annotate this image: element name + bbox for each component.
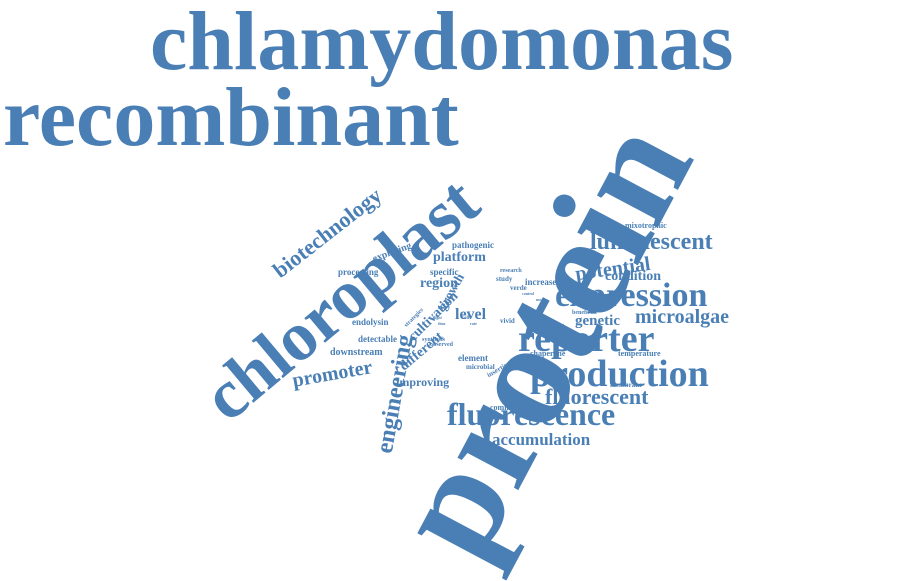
word-increase: increase <box>525 277 557 287</box>
word-chlamydomonas: chlamydomonas <box>150 0 734 88</box>
word-microbial: microbial <box>466 363 495 371</box>
word-mode: mode <box>536 297 546 302</box>
word-synthesis: synthesis <box>422 337 446 343</box>
word-level: level <box>455 306 487 323</box>
word-mixotrophic: mixotrophic <box>625 221 667 230</box>
word-element: element <box>458 353 488 363</box>
word-improving: improving <box>396 375 450 389</box>
word-detectable: detectable <box>358 334 397 344</box>
word-production: production <box>530 353 709 395</box>
word-fluorescence: fluorescence <box>447 396 616 432</box>
word-condition: condition <box>605 269 662 284</box>
word-pathogenic: pathogenic <box>452 240 495 250</box>
word-downstream: downstream <box>330 347 383 358</box>
word-genetic: genetic <box>575 313 620 329</box>
word-specific: specific <box>430 267 459 277</box>
word-control: control <box>522 291 535 296</box>
word-reporter: reporter <box>518 318 655 360</box>
word-light: light <box>434 315 442 320</box>
word-vivid: vivid <box>500 317 515 325</box>
word-chaperone: chaperone <box>530 349 566 358</box>
word-temperature: temperature <box>618 349 661 358</box>
word-endolysin: endolysin <box>352 317 389 327</box>
word-verde: verde <box>510 284 527 292</box>
word-membrane: membrane <box>610 381 643 389</box>
word-recombinant: recombinant <box>3 71 459 164</box>
word-accumulation: accumulation <box>492 430 591 449</box>
word-expression: expression <box>555 277 708 314</box>
word-processing: processing <box>338 267 379 277</box>
word-thus: thus <box>438 321 446 326</box>
word-cell: cell <box>462 316 470 321</box>
word-microalgae: microalgae <box>635 306 730 328</box>
word-rate: rate <box>470 321 477 326</box>
word-platform: platform <box>433 250 486 265</box>
word-study: study <box>496 275 513 283</box>
word-luminescent: luminescent <box>590 229 713 255</box>
word-commercial: commercial <box>490 403 530 412</box>
word-beneficial: beneficial <box>572 310 597 316</box>
word-fluorescent: fluorescent <box>545 384 649 409</box>
word-region: region <box>420 276 458 291</box>
word-research: research <box>500 268 522 274</box>
word-observed: observed <box>430 342 453 348</box>
